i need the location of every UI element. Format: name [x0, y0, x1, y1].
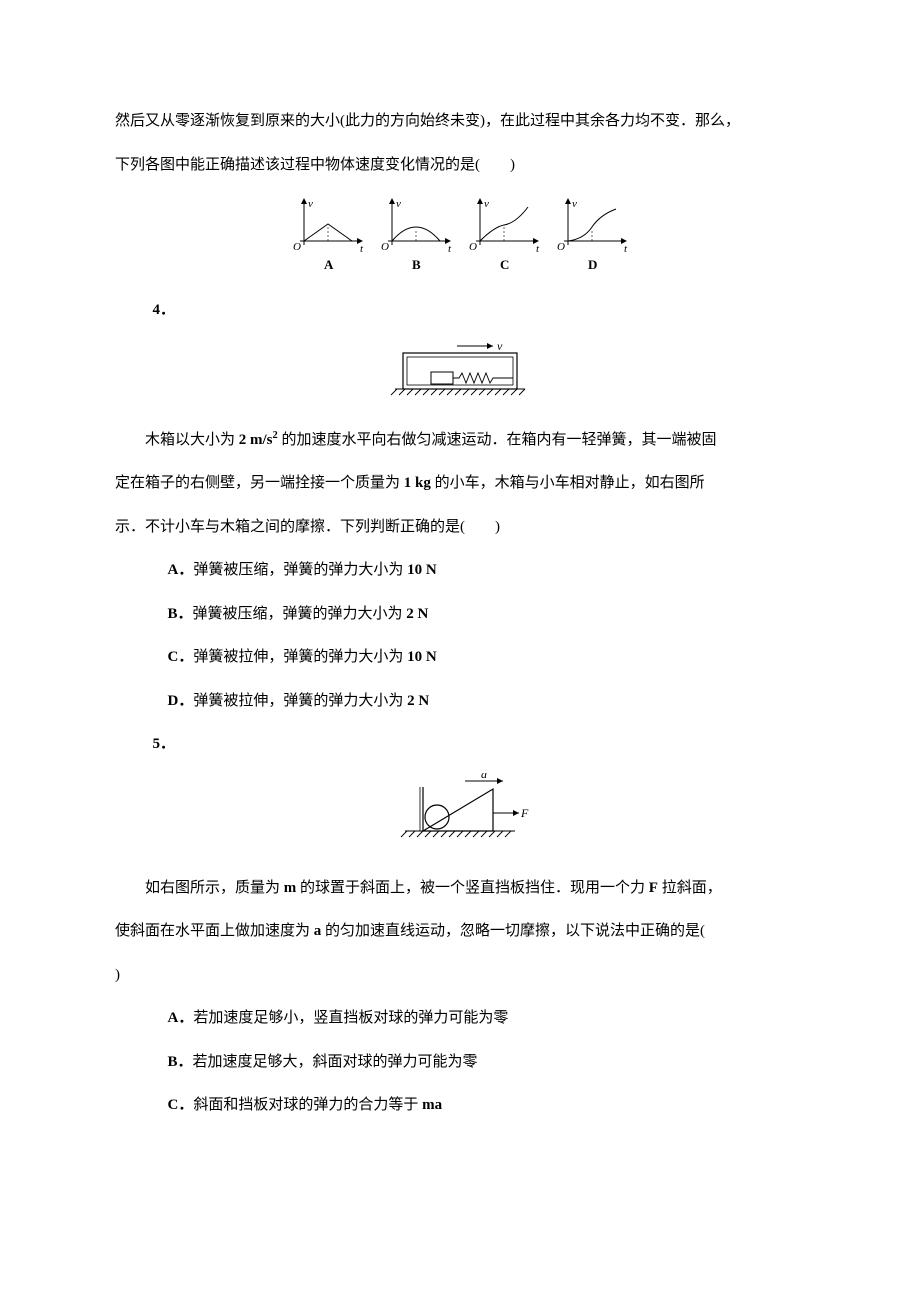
- q3-label-C: C: [500, 257, 509, 271]
- q4-stem-l3: 示．不计小车与木箱之间的摩擦．下列判断正确的是( ): [115, 506, 805, 550]
- q5-stem-l1: 如右图所示，质量为 m 的球置于斜面上，被一个竖直挡板挡住．现用一个力 F 拉斜…: [115, 867, 805, 911]
- q5-opt-C-pre: 斜面和挡板对球的弹力的合力等于: [193, 1097, 422, 1113]
- q3-label-D: D: [588, 257, 597, 271]
- q5-figure: a F: [115, 773, 805, 853]
- q3-axis-t-D: t: [624, 243, 628, 255]
- q4-stem-p1: 木箱以大小为: [145, 432, 239, 448]
- q5-a-label: a: [481, 773, 487, 781]
- q3-axis-t-A: t: [360, 243, 364, 255]
- q4-opt-D-pre: 弹簧被拉伸，弹簧的弹力大小为: [193, 693, 407, 709]
- q5-opt-A-text: 若加速度足够小，竖直挡板对球的弹力可能为零: [193, 1010, 508, 1026]
- q5-opt-A: A．若加速度足够小，竖直挡板对球的弹力可能为零: [168, 997, 806, 1041]
- q5-opt-B: B．若加速度足够大，斜面对球的弹力可能为零: [168, 1041, 806, 1085]
- q3-stem-line2: 下列各图中能正确描述该过程中物体速度变化情况的是( ): [115, 144, 805, 188]
- q5-F: F: [649, 880, 658, 896]
- q4-number: 4．: [153, 289, 806, 333]
- q4-stem-l2b: 的小车，木箱与小车相对静止，如右图所: [431, 475, 705, 491]
- q4-stem-l2a: 定在箱子的右侧壁，另一端拴接一个质量为: [115, 475, 404, 491]
- q4-figure: v: [115, 339, 805, 405]
- q3-stem-line1: 然后又从零逐渐恢复到原来的大小(此力的方向始终未变)，在此过程中其余各力均不变．…: [115, 100, 805, 144]
- q4-opt-D: D．弹簧被拉伸，弹簧的弹力大小为 2 N: [168, 680, 806, 724]
- q3-axis-v-A: v: [308, 198, 313, 210]
- q4-opt-D-val: 2 N: [407, 693, 429, 709]
- q3-label-B: B: [412, 257, 421, 271]
- q5-stem-l3: ): [115, 954, 805, 998]
- q3-origin-B: O: [381, 241, 389, 253]
- q5-stem-l2b: 的匀加速直线运动，忽略一切摩擦，以下说法中正确的是(: [321, 923, 705, 939]
- q3-axis-t-C: t: [536, 243, 540, 255]
- q5-stem-l2a: 使斜面在水平面上做加速度为: [115, 923, 314, 939]
- q4-opt-A-val: 10 N: [407, 562, 437, 578]
- q4-val-m: 1 kg: [404, 475, 431, 491]
- page: 然后又从零逐渐恢复到原来的大小(此力的方向始终未变)，在此过程中其余各力均不变．…: [0, 0, 920, 1188]
- q4-opt-C: C．弹簧被拉伸，弹簧的弹力大小为 10 N: [168, 636, 806, 680]
- q3-origin-C: O: [469, 241, 477, 253]
- q5-stem-l2: 使斜面在水平面上做加速度为 a 的匀加速直线运动，忽略一切摩擦，以下说法中正确的…: [115, 910, 805, 954]
- q3-origin-A: O: [293, 241, 301, 253]
- q4-v-label: v: [497, 339, 503, 353]
- q4-opt-C-val: 10 N: [407, 649, 437, 665]
- q4-opt-C-pre: 弹簧被拉伸，弹簧的弹力大小为: [193, 649, 407, 665]
- q3-label-A: A: [324, 257, 334, 271]
- q5-opt-C-val: ma: [422, 1097, 442, 1113]
- q4-opt-A-pre: 弹簧被压缩，弹簧的弹力大小为: [193, 562, 407, 578]
- q3-graphs: v t O A v t O B v: [115, 193, 805, 275]
- q3-axis-v-B: v: [396, 198, 401, 210]
- q5-stem-l1a: 如右图所示，质量为: [145, 880, 284, 896]
- q4-opt-B: B．弹簧被压缩，弹簧的弹力大小为 2 N: [168, 593, 806, 637]
- q3-axis-v-C: v: [484, 198, 489, 210]
- q4-opt-B-val: 2 N: [406, 606, 428, 622]
- q3-origin-D: O: [557, 241, 565, 253]
- q4-stem-l2: 定在箱子的右侧壁，另一端拴接一个质量为 1 kg 的小车，木箱与小车相对静止，如…: [115, 462, 805, 506]
- q5-m: m: [284, 880, 297, 896]
- q5-opt-B-text: 若加速度足够大，斜面对球的弹力可能为零: [193, 1054, 478, 1070]
- q5-stem-l1b: 的球置于斜面上，被一个竖直挡板挡住．现用一个力: [296, 880, 649, 896]
- q5-number: 5．: [153, 723, 806, 767]
- q4-opt-B-pre: 弹簧被压缩，弹簧的弹力大小为: [193, 606, 407, 622]
- q3-axis-v-D: v: [572, 198, 577, 210]
- q5-stem-l1c: 拉斜面，: [658, 880, 722, 896]
- q5-F-label: F: [520, 806, 529, 820]
- q3-axis-t-B: t: [448, 243, 452, 255]
- q5-opt-C: C．斜面和挡板对球的弹力的合力等于 ma: [168, 1084, 806, 1128]
- q3-graphs-svg: v t O A v t O B v: [280, 193, 640, 271]
- q4-stem-l1: 木箱以大小为 2 m/s2 的加速度水平向右做匀减速运动．在箱内有一轻弹簧，其一…: [115, 419, 805, 463]
- q5-figure-svg: a F: [385, 773, 535, 849]
- q4-opt-A: A．弹簧被压缩，弹簧的弹力大小为 10 N: [168, 549, 806, 593]
- q4-stem-p2: 的加速度水平向右做匀减速运动．在箱内有一轻弹簧，其一端被固: [278, 432, 717, 448]
- q4-val-a: 2 m/s: [239, 432, 273, 448]
- q4-figure-svg: v: [385, 339, 535, 401]
